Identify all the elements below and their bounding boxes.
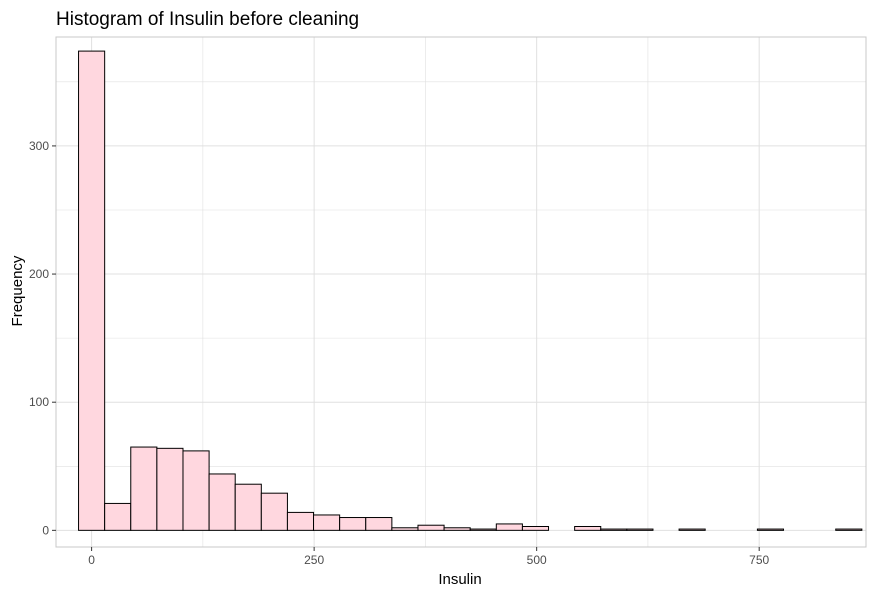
histogram-bar-12: [391, 527, 419, 531]
histogram-bar-7: [260, 492, 288, 531]
chart-title: Histogram of Insulin before cleaning: [56, 9, 359, 30]
x-tick-label: 0: [88, 553, 95, 567]
histogram-bar-4: [182, 450, 210, 531]
histogram-bar-14: [443, 527, 471, 531]
histogram-bar-9: [313, 514, 341, 531]
histogram-bar-10: [339, 517, 367, 531]
y-tick-label: 100: [29, 395, 49, 409]
x-axis-title: Insulin: [438, 571, 481, 588]
histogram-bar-3: [156, 447, 184, 531]
x-axis-ticks: 0 250 500 750: [88, 547, 770, 567]
y-tick-label: 0: [42, 523, 49, 537]
histogram-bar-0: [78, 50, 106, 531]
histogram-bars: [78, 50, 863, 531]
histogram-bar-23: [678, 528, 706, 531]
y-tick-label: 300: [29, 139, 49, 153]
histogram-bar-13: [417, 524, 445, 531]
x-tick-label: 750: [749, 553, 769, 567]
histogram-bar-11: [365, 517, 393, 531]
histogram-bar-20: [600, 528, 628, 531]
histogram-bar-29: [835, 528, 863, 531]
histogram-bar-8: [286, 511, 315, 531]
histogram-bar-15: [469, 528, 497, 531]
histogram-bar-19: [574, 525, 602, 531]
x-tick-label: 250: [304, 553, 324, 567]
histogram-bar-6: [234, 483, 262, 531]
plot-panel-border: [55, 36, 867, 548]
y-tick-label: 200: [29, 267, 49, 281]
histogram-bar-1: [104, 502, 132, 531]
histogram-bar-21: [626, 528, 654, 531]
histogram-bar-17: [521, 525, 550, 531]
x-tick-label: 500: [527, 553, 547, 567]
histogram-bar-2: [130, 446, 158, 531]
y-axis-ticks: 0 100 200 300: [29, 139, 56, 537]
y-axis-title: Frequency: [9, 255, 26, 326]
histogram-bar-16: [495, 523, 523, 531]
histogram-bar-26: [756, 528, 785, 531]
histogram-bar-5: [208, 473, 236, 531]
